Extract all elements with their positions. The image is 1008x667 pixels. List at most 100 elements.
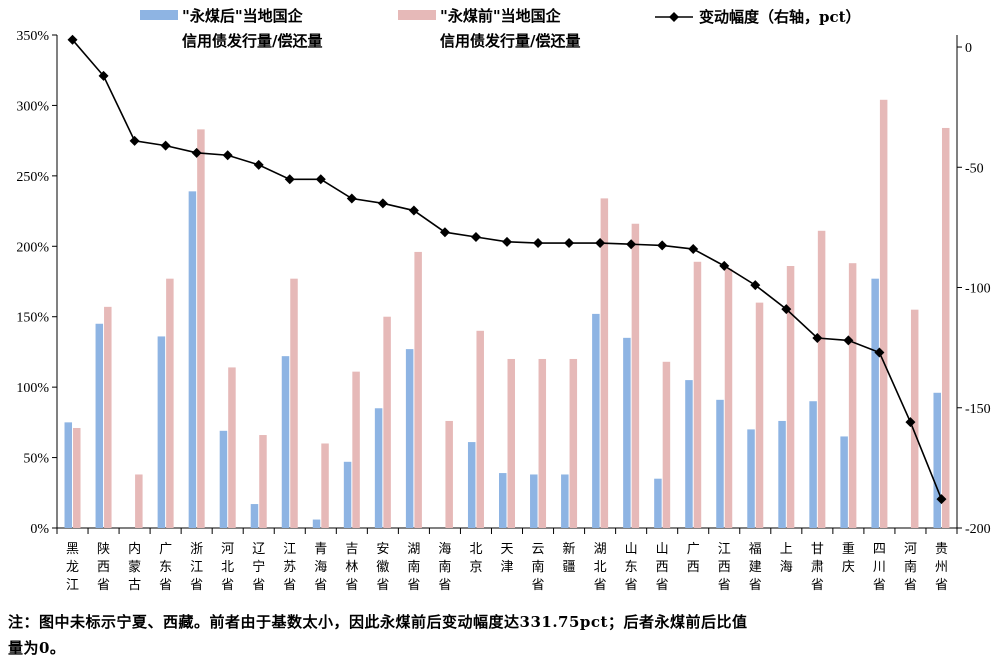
legend-label-line2: 信用债发行量/偿还量 bbox=[440, 32, 580, 50]
change-point bbox=[160, 140, 171, 151]
bar-after bbox=[933, 392, 941, 528]
bar-after bbox=[871, 278, 879, 528]
bar-before bbox=[166, 278, 174, 528]
bar-before bbox=[445, 420, 453, 528]
category-label: 重庆 bbox=[842, 541, 855, 575]
category-label: 浙江省 bbox=[190, 542, 203, 593]
bar-before bbox=[290, 278, 298, 528]
change-point bbox=[222, 150, 233, 161]
chart-footnote: 注：图中未标示宁夏、西藏。前者由于基数太小，因此永煤前后变动幅度达331.75p… bbox=[8, 609, 998, 661]
bar-before bbox=[910, 309, 919, 528]
left-axis-tick-label: 50% bbox=[23, 452, 49, 467]
category-label: 海南省 bbox=[438, 542, 451, 593]
change-point bbox=[595, 238, 606, 249]
bar-before bbox=[538, 358, 547, 528]
change-point bbox=[253, 159, 264, 170]
change-point bbox=[657, 240, 668, 251]
bar-after bbox=[281, 356, 290, 528]
change-point bbox=[408, 205, 419, 216]
category-label: 青海省 bbox=[314, 542, 327, 593]
change-point bbox=[750, 280, 761, 291]
left-axis-tick-label: 100% bbox=[16, 381, 49, 396]
legend-marker bbox=[669, 12, 679, 22]
bar-before bbox=[817, 230, 826, 528]
bar-before bbox=[724, 268, 733, 528]
bar-line-chart: "永煤后"当地国企信用债发行量/偿还量"永煤前"当地国企信用债发行量/偿还量变动… bbox=[16, 7, 990, 593]
change-point bbox=[533, 238, 544, 249]
bar-after bbox=[654, 478, 662, 528]
right-axis-tick-label: -50 bbox=[965, 161, 984, 176]
legend-swatch bbox=[398, 10, 436, 20]
bar-after bbox=[592, 313, 600, 528]
category-label: 江西省 bbox=[718, 542, 731, 593]
left-axis-tick-label: 250% bbox=[16, 170, 49, 185]
bar-before bbox=[476, 330, 484, 528]
category-label: 湖南省 bbox=[407, 542, 420, 593]
change-point bbox=[905, 417, 916, 428]
bar-after bbox=[250, 504, 259, 528]
category-label: 山东省 bbox=[625, 542, 638, 593]
bar-after bbox=[685, 380, 693, 528]
bar-after bbox=[561, 474, 569, 528]
category-label: 江苏省 bbox=[283, 542, 296, 593]
change-point bbox=[284, 174, 295, 185]
category-label: 云南省 bbox=[532, 542, 545, 593]
right-axis-tick-label: -100 bbox=[965, 282, 991, 297]
change-point bbox=[688, 244, 699, 255]
change-point bbox=[67, 34, 78, 45]
change-point bbox=[470, 232, 481, 243]
right-axis-tick-label: -150 bbox=[965, 402, 991, 417]
bar-after bbox=[188, 191, 197, 528]
left-axis-tick-label: 350% bbox=[16, 29, 49, 44]
category-label: 广东省 bbox=[159, 542, 172, 593]
category-label: 新疆 bbox=[563, 541, 576, 575]
category-label: 内蒙古 bbox=[128, 541, 141, 593]
bar-after bbox=[778, 420, 786, 528]
change-point bbox=[502, 236, 512, 247]
change-point bbox=[781, 304, 792, 315]
bar-after bbox=[64, 422, 73, 528]
category-label: 广西 bbox=[687, 542, 700, 575]
bar-before bbox=[600, 198, 609, 528]
change-point bbox=[191, 147, 202, 158]
change-point bbox=[564, 238, 575, 249]
change-point bbox=[626, 239, 637, 250]
bar-before bbox=[848, 263, 857, 528]
legend-label-line1: 变动幅度（右轴，pct） bbox=[699, 8, 861, 26]
bar-before bbox=[228, 367, 236, 528]
bar-after bbox=[343, 461, 352, 528]
footnote-line-2: 量为0。 bbox=[8, 639, 66, 657]
category-label: 吉林省 bbox=[345, 542, 358, 593]
plot-area: 0% 50% 100% 150% 200% 250% 300% 350% 0 -50 -100 -15… bbox=[16, 29, 990, 593]
bar-before bbox=[73, 427, 81, 528]
bar-before bbox=[631, 223, 640, 528]
change-point bbox=[812, 333, 823, 344]
category-label: 河北省 bbox=[221, 542, 234, 593]
bar-after bbox=[747, 429, 755, 528]
bar-after bbox=[157, 336, 166, 528]
bar-after bbox=[312, 519, 321, 528]
category-label: 贵州省 bbox=[935, 542, 948, 593]
change-point bbox=[843, 335, 854, 346]
bar-before bbox=[507, 358, 515, 528]
bar-after bbox=[530, 474, 538, 528]
bar-after bbox=[623, 337, 631, 528]
category-label: 陕西省 bbox=[97, 542, 110, 593]
bar-before bbox=[352, 371, 360, 528]
left-axis-tick-label: 200% bbox=[16, 240, 49, 255]
bar-after bbox=[716, 399, 724, 528]
change-point bbox=[377, 198, 388, 209]
bar-after bbox=[219, 430, 228, 528]
category-label: 四川省 bbox=[873, 542, 886, 593]
bar-before bbox=[941, 127, 950, 529]
bar-before bbox=[693, 261, 702, 528]
bar-before bbox=[259, 435, 267, 528]
change-point bbox=[98, 70, 109, 81]
legend-label-line1: "永煤后"当地国企 bbox=[182, 7, 304, 25]
bar-before bbox=[197, 129, 205, 529]
category-label: 北京 bbox=[469, 542, 482, 575]
bar-before bbox=[569, 358, 578, 528]
bar-before bbox=[879, 99, 888, 529]
category-label: 甘肃省 bbox=[811, 542, 824, 593]
